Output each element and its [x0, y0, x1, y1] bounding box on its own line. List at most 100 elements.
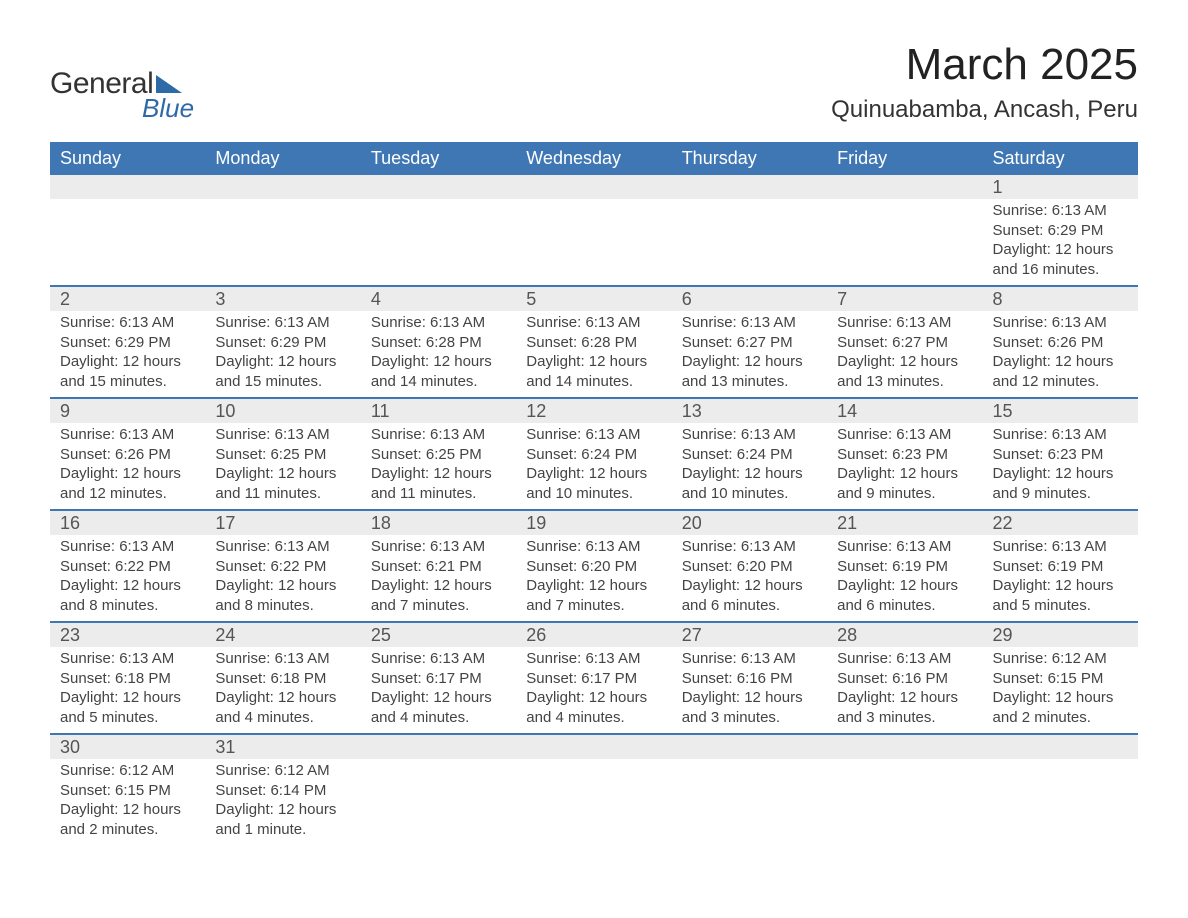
daylight-text: Daylight: 12 hours and 11 minutes. — [215, 464, 350, 503]
day-number: 6 — [672, 287, 827, 311]
day-details: Sunrise: 6:13 AMSunset: 6:18 PMDaylight:… — [50, 647, 205, 733]
calendar-day-cell: 29Sunrise: 6:12 AMSunset: 6:15 PMDayligh… — [983, 622, 1138, 734]
day-details: Sunrise: 6:13 AMSunset: 6:18 PMDaylight:… — [205, 647, 360, 733]
sunrise-text: Sunrise: 6:13 AM — [215, 537, 350, 557]
sunset-text: Sunset: 6:20 PM — [682, 557, 817, 577]
day-details — [50, 199, 205, 279]
sunset-text: Sunset: 6:27 PM — [837, 333, 972, 353]
day-number: 23 — [50, 623, 205, 647]
sunset-text: Sunset: 6:28 PM — [526, 333, 661, 353]
calendar-day-cell: 8Sunrise: 6:13 AMSunset: 6:26 PMDaylight… — [983, 286, 1138, 398]
day-details — [983, 759, 1138, 839]
calendar-day-cell — [516, 175, 671, 286]
daylight-text: Daylight: 12 hours and 10 minutes. — [682, 464, 817, 503]
day-details: Sunrise: 6:13 AMSunset: 6:20 PMDaylight:… — [516, 535, 671, 621]
sunrise-text: Sunrise: 6:13 AM — [526, 313, 661, 333]
calendar-day-cell: 25Sunrise: 6:13 AMSunset: 6:17 PMDayligh… — [361, 622, 516, 734]
calendar-day-cell: 16Sunrise: 6:13 AMSunset: 6:22 PMDayligh… — [50, 510, 205, 622]
day-details — [672, 199, 827, 279]
day-details: Sunrise: 6:13 AMSunset: 6:16 PMDaylight:… — [827, 647, 982, 733]
day-number: 4 — [361, 287, 516, 311]
calendar-day-cell: 11Sunrise: 6:13 AMSunset: 6:25 PMDayligh… — [361, 398, 516, 510]
calendar-day-cell: 17Sunrise: 6:13 AMSunset: 6:22 PMDayligh… — [205, 510, 360, 622]
day-details: Sunrise: 6:13 AMSunset: 6:22 PMDaylight:… — [205, 535, 360, 621]
sunset-text: Sunset: 6:27 PM — [682, 333, 817, 353]
calendar-day-cell: 28Sunrise: 6:13 AMSunset: 6:16 PMDayligh… — [827, 622, 982, 734]
day-number: 21 — [827, 511, 982, 535]
calendar-day-cell — [361, 175, 516, 286]
calendar-day-cell — [827, 734, 982, 845]
day-number — [516, 735, 671, 759]
day-details — [516, 759, 671, 839]
day-details: Sunrise: 6:13 AMSunset: 6:22 PMDaylight:… — [50, 535, 205, 621]
day-details: Sunrise: 6:13 AMSunset: 6:26 PMDaylight:… — [983, 311, 1138, 397]
day-number: 11 — [361, 399, 516, 423]
sunset-text: Sunset: 6:21 PM — [371, 557, 506, 577]
day-header: Saturday — [983, 142, 1138, 175]
daylight-text: Daylight: 12 hours and 3 minutes. — [682, 688, 817, 727]
day-details: Sunrise: 6:13 AMSunset: 6:25 PMDaylight:… — [361, 423, 516, 509]
calendar-day-cell: 4Sunrise: 6:13 AMSunset: 6:28 PMDaylight… — [361, 286, 516, 398]
day-details — [361, 199, 516, 279]
brand-word-2: Blue — [142, 93, 194, 124]
daylight-text: Daylight: 12 hours and 11 minutes. — [371, 464, 506, 503]
day-details: Sunrise: 6:13 AMSunset: 6:24 PMDaylight:… — [516, 423, 671, 509]
daylight-text: Daylight: 12 hours and 4 minutes. — [215, 688, 350, 727]
sunrise-text: Sunrise: 6:13 AM — [682, 537, 817, 557]
calendar-day-cell: 7Sunrise: 6:13 AMSunset: 6:27 PMDaylight… — [827, 286, 982, 398]
sunset-text: Sunset: 6:29 PM — [60, 333, 195, 353]
daylight-text: Daylight: 12 hours and 8 minutes. — [215, 576, 350, 615]
day-number: 30 — [50, 735, 205, 759]
day-details: Sunrise: 6:13 AMSunset: 6:27 PMDaylight:… — [827, 311, 982, 397]
calendar-week-row: 1Sunrise: 6:13 AMSunset: 6:29 PMDaylight… — [50, 175, 1138, 286]
day-details: Sunrise: 6:13 AMSunset: 6:25 PMDaylight:… — [205, 423, 360, 509]
calendar-day-cell: 12Sunrise: 6:13 AMSunset: 6:24 PMDayligh… — [516, 398, 671, 510]
calendar-day-cell: 1Sunrise: 6:13 AMSunset: 6:29 PMDaylight… — [983, 175, 1138, 286]
daylight-text: Daylight: 12 hours and 7 minutes. — [371, 576, 506, 615]
calendar-day-cell: 19Sunrise: 6:13 AMSunset: 6:20 PMDayligh… — [516, 510, 671, 622]
day-number: 26 — [516, 623, 671, 647]
daylight-text: Daylight: 12 hours and 13 minutes. — [682, 352, 817, 391]
day-number: 15 — [983, 399, 1138, 423]
page-header: General Blue March 2025 Quinuabamba, Anc… — [50, 40, 1138, 124]
sunrise-text: Sunrise: 6:13 AM — [60, 537, 195, 557]
sunrise-text: Sunrise: 6:13 AM — [837, 537, 972, 557]
sunset-text: Sunset: 6:28 PM — [371, 333, 506, 353]
daylight-text: Daylight: 12 hours and 4 minutes. — [526, 688, 661, 727]
calendar-week-row: 16Sunrise: 6:13 AMSunset: 6:22 PMDayligh… — [50, 510, 1138, 622]
sunrise-text: Sunrise: 6:13 AM — [215, 425, 350, 445]
day-number — [205, 175, 360, 199]
daylight-text: Daylight: 12 hours and 12 minutes. — [60, 464, 195, 503]
daylight-text: Daylight: 12 hours and 6 minutes. — [682, 576, 817, 615]
daylight-text: Daylight: 12 hours and 3 minutes. — [837, 688, 972, 727]
calendar-day-cell: 15Sunrise: 6:13 AMSunset: 6:23 PMDayligh… — [983, 398, 1138, 510]
day-header: Thursday — [672, 142, 827, 175]
calendar-day-cell — [50, 175, 205, 286]
sunset-text: Sunset: 6:18 PM — [215, 669, 350, 689]
sunrise-text: Sunrise: 6:13 AM — [682, 313, 817, 333]
day-number — [50, 175, 205, 199]
sunrise-text: Sunrise: 6:13 AM — [682, 649, 817, 669]
day-details — [516, 199, 671, 279]
sunset-text: Sunset: 6:25 PM — [371, 445, 506, 465]
day-number: 31 — [205, 735, 360, 759]
sunset-text: Sunset: 6:24 PM — [682, 445, 817, 465]
calendar-day-cell: 21Sunrise: 6:13 AMSunset: 6:19 PMDayligh… — [827, 510, 982, 622]
day-details: Sunrise: 6:13 AMSunset: 6:29 PMDaylight:… — [50, 311, 205, 397]
day-details: Sunrise: 6:13 AMSunset: 6:17 PMDaylight:… — [361, 647, 516, 733]
day-details — [205, 199, 360, 279]
day-details: Sunrise: 6:12 AMSunset: 6:15 PMDaylight:… — [983, 647, 1138, 733]
calendar-day-cell — [516, 734, 671, 845]
calendar-day-cell — [361, 734, 516, 845]
day-number: 9 — [50, 399, 205, 423]
day-number: 10 — [205, 399, 360, 423]
sunrise-text: Sunrise: 6:13 AM — [993, 537, 1128, 557]
daylight-text: Daylight: 12 hours and 12 minutes. — [993, 352, 1128, 391]
sunset-text: Sunset: 6:16 PM — [682, 669, 817, 689]
daylight-text: Daylight: 12 hours and 2 minutes. — [993, 688, 1128, 727]
sunset-text: Sunset: 6:19 PM — [993, 557, 1128, 577]
sunset-text: Sunset: 6:24 PM — [526, 445, 661, 465]
calendar-day-cell: 9Sunrise: 6:13 AMSunset: 6:26 PMDaylight… — [50, 398, 205, 510]
sunset-text: Sunset: 6:22 PM — [215, 557, 350, 577]
sunrise-text: Sunrise: 6:13 AM — [371, 649, 506, 669]
